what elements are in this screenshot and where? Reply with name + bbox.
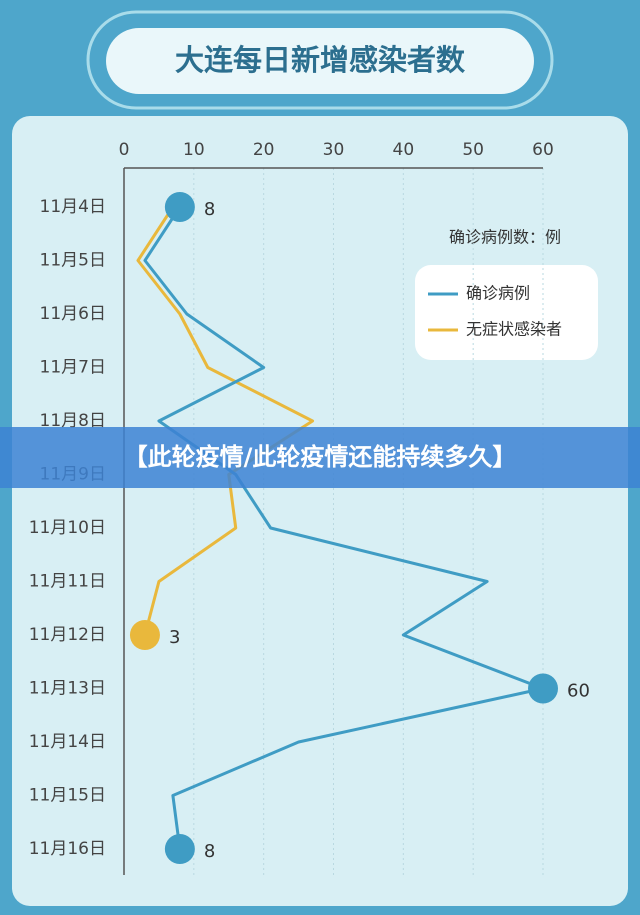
chart-title: 大连每日新增感染者数	[175, 43, 466, 77]
series-line	[143, 206, 545, 850]
y-tick-label: 11月12日	[29, 625, 106, 645]
legend-box	[415, 265, 598, 360]
y-tick-label: 11月7日	[40, 358, 106, 378]
title-frame	[86, 10, 554, 110]
x-tick-label: 50	[462, 140, 484, 160]
legend-label: 无症状感染者	[466, 320, 562, 339]
banner-text: 【此轮疫情/此轮疫情还能持续多久】	[124, 443, 517, 471]
y-tick-label: 11月4日	[40, 197, 106, 217]
data-label: 60	[567, 681, 590, 702]
y-tick-label: 11月11日	[29, 572, 106, 592]
y-tick-label: 11月6日	[40, 304, 106, 324]
data-label: 3	[169, 627, 180, 648]
y-tick-label: 11月15日	[29, 786, 106, 806]
x-tick-label: 30	[323, 140, 345, 160]
x-tick-label: 40	[393, 140, 415, 160]
y-tick-label: 11月8日	[40, 411, 106, 431]
x-tick-label: 60	[532, 140, 554, 160]
x-tick-label: 20	[253, 140, 275, 160]
y-tick-label: 11月14日	[29, 732, 106, 752]
x-tick-label: 10	[183, 140, 205, 160]
y-tick-label: 11月5日	[40, 251, 106, 271]
legend-label: 确诊病例	[466, 284, 530, 303]
x-tick-label: 0	[119, 140, 130, 160]
y-tick-label: 11月13日	[29, 679, 106, 699]
data-label: 8	[204, 841, 215, 862]
title-pill	[106, 28, 534, 94]
point	[164, 834, 195, 864]
point	[164, 192, 195, 222]
subtitle: 确诊病例数：例	[449, 228, 561, 247]
point	[129, 620, 160, 650]
y-tick-label: 11月10日	[29, 518, 106, 538]
series-line	[136, 206, 315, 636]
point	[528, 673, 558, 704]
data-label: 8	[204, 199, 215, 220]
y-tick-label: 11月16日	[29, 839, 106, 859]
banner-bg	[0, 427, 640, 488]
